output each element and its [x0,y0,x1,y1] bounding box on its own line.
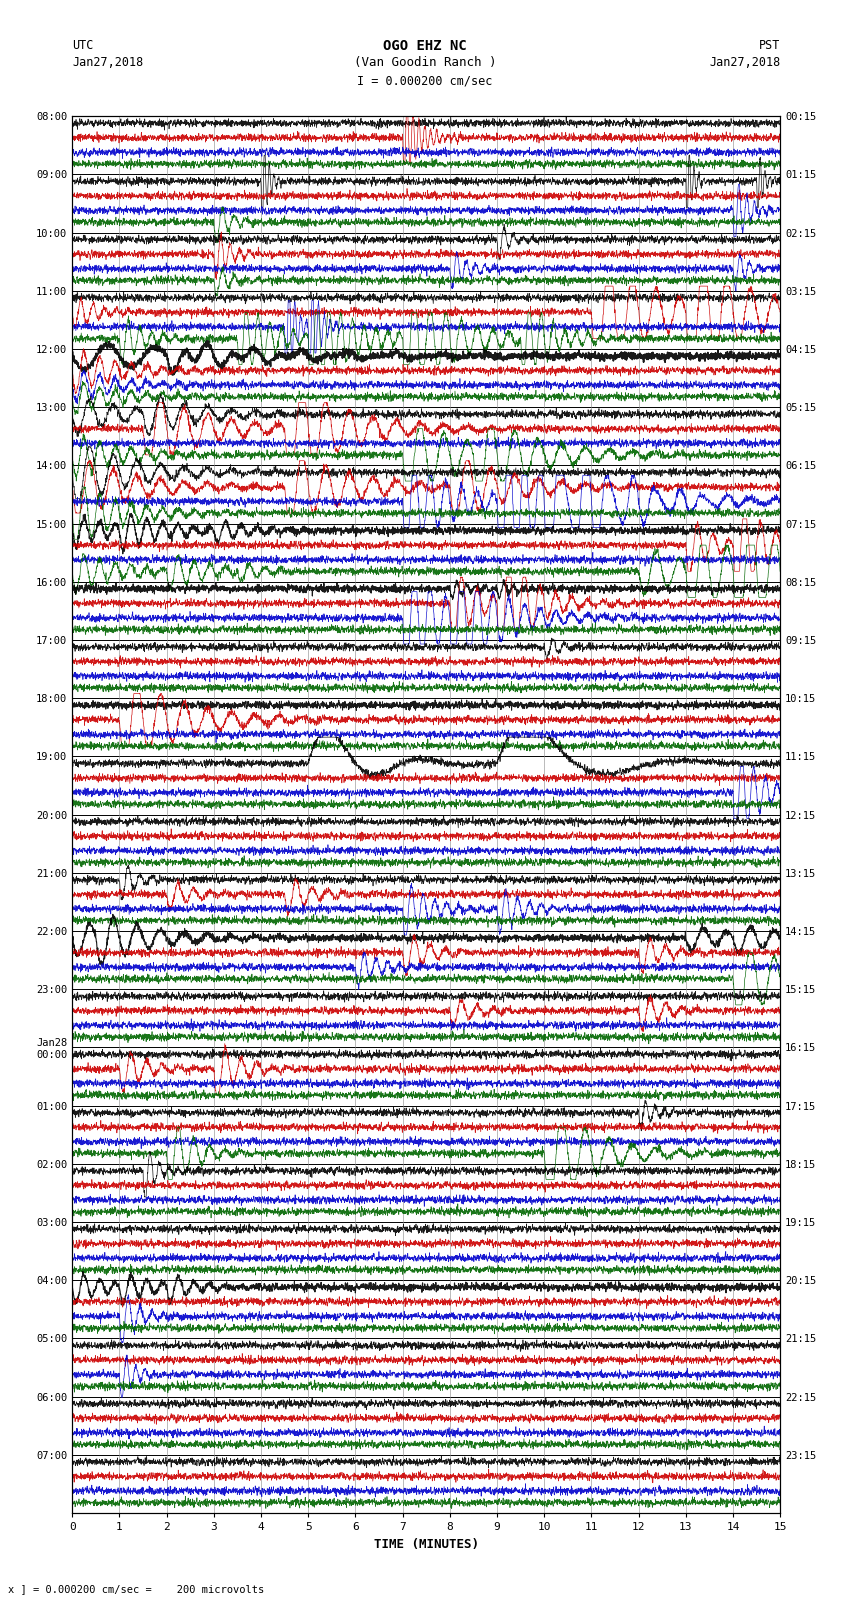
Text: I = 0.000200 cm/sec: I = 0.000200 cm/sec [357,74,493,87]
Text: (Van Goodin Ranch ): (Van Goodin Ranch ) [354,56,496,69]
Text: OGO EHZ NC: OGO EHZ NC [383,39,467,53]
Text: PST: PST [759,39,780,52]
X-axis label: TIME (MINUTES): TIME (MINUTES) [374,1537,479,1550]
Text: Jan27,2018: Jan27,2018 [72,56,144,69]
Text: Jan27,2018: Jan27,2018 [709,56,780,69]
Text: UTC: UTC [72,39,94,52]
Text: x ] = 0.000200 cm/sec =    200 microvolts: x ] = 0.000200 cm/sec = 200 microvolts [8,1584,264,1594]
